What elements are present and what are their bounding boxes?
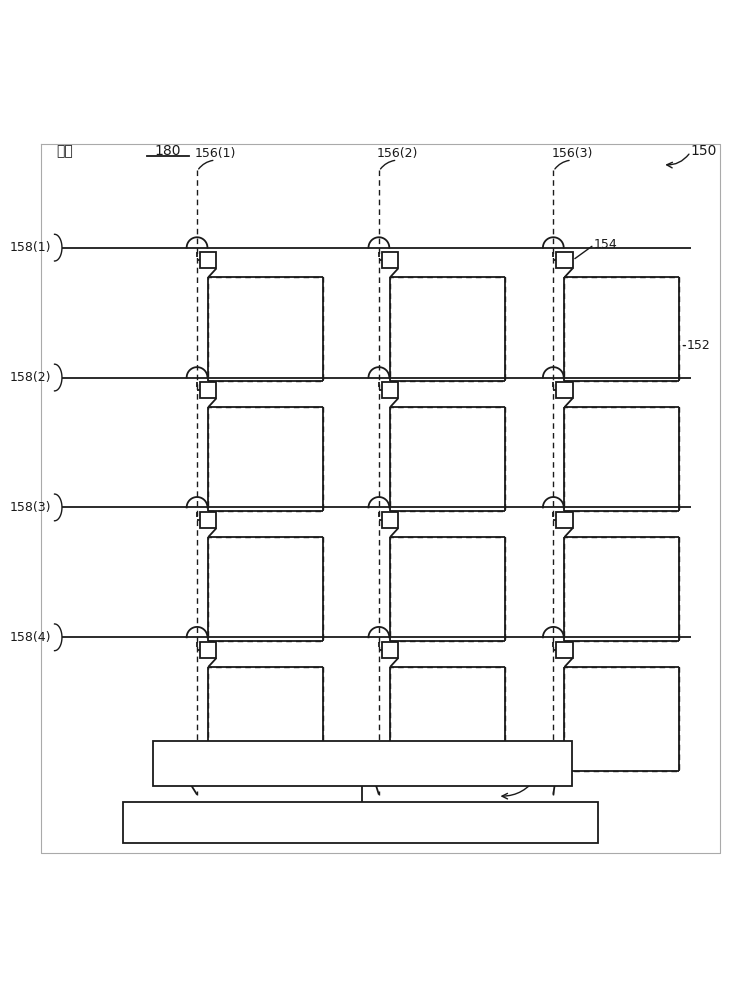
Text: 154: 154 [594,238,618,251]
Bar [382,642,398,658]
Text: 150: 150 [691,144,717,158]
Text: 158(1): 158(1) [9,241,51,254]
Bar [209,407,323,511]
Bar [565,667,680,771]
Bar [556,382,572,398]
Text: 连接器: 连接器 [296,815,321,829]
Bar [209,667,323,771]
Bar [200,642,216,658]
Text: 衯底: 衯底 [56,144,73,158]
Text: 156(1): 156(1) [195,147,236,160]
Bar [209,537,323,641]
Bar [556,252,572,268]
Bar [200,252,216,268]
Bar [565,277,680,381]
Bar [209,277,323,381]
Bar [123,802,598,843]
Text: 158(3): 158(3) [9,501,51,514]
Text: 170: 170 [422,815,448,829]
Bar [556,642,572,658]
Bar [382,512,398,528]
Text: 156(2): 156(2) [376,147,419,160]
Text: 180: 180 [154,144,181,158]
Bar [390,667,505,771]
Text: 源极驱动器: 源极驱动器 [290,756,332,770]
Bar [152,741,572,786]
Text: 160: 160 [423,756,450,770]
Bar [200,382,216,398]
Bar [565,537,680,641]
Bar [565,407,680,511]
Bar [390,277,505,381]
Bar [382,382,398,398]
Text: 172: 172 [538,766,562,779]
Bar [390,537,505,641]
Bar [382,252,398,268]
Text: 158(2): 158(2) [9,371,51,384]
Bar [200,512,216,528]
Text: 156(3): 156(3) [551,147,592,160]
Text: 158(4): 158(4) [9,631,51,644]
Text: 152: 152 [687,339,711,352]
Bar [556,512,572,528]
Bar [390,407,505,511]
